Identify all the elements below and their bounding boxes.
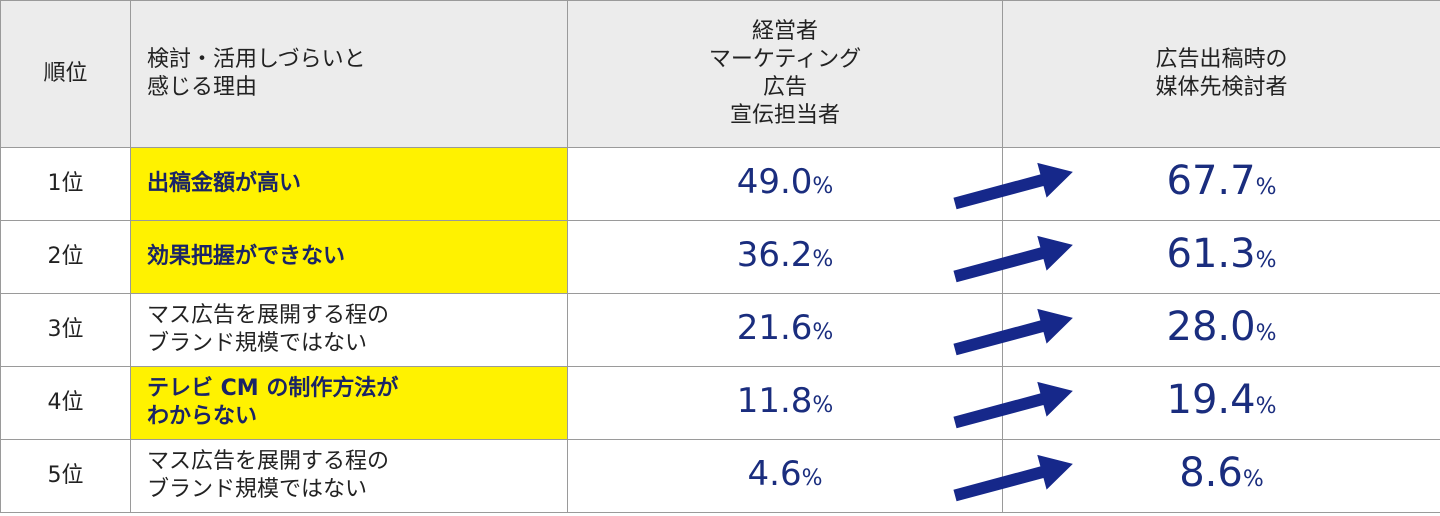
header-reason: 検討・活用しづらいと 感じる理由: [130, 0, 568, 148]
reason-cell: マス広告を展開する程の ブランド規模ではない: [130, 293, 568, 367]
percent-number: 49.0: [736, 161, 813, 202]
percent-number: 11.8: [736, 380, 813, 421]
percent-unit: %: [812, 173, 834, 199]
table-row: 5位 マス広告を展開する程の ブランド規模ではない 4.6% 8.6%: [0, 439, 1440, 513]
percent-number: 19.4: [1166, 376, 1256, 423]
percent-number: 28.0: [1166, 303, 1256, 350]
before-cell: 21.6%: [567, 293, 1003, 367]
rank-cell: 2位: [0, 220, 131, 294]
percent-unit: %: [812, 392, 834, 418]
before-cell: 4.6%: [567, 439, 1003, 513]
percent-unit: %: [812, 319, 834, 345]
percent-unit: %: [1255, 247, 1277, 273]
header-before: 経営者 マーケティング 広告 宣伝担当者: [567, 0, 1003, 148]
table-row: 4位 テレビ CM の制作方法が わからない 11.8% 19.4%: [0, 366, 1440, 440]
after-cell: 8.6%: [1002, 439, 1440, 513]
percent-number: 21.6: [736, 307, 813, 348]
percent-unit: %: [812, 246, 834, 272]
rank-cell: 3位: [0, 293, 131, 367]
percent-number: 4.6: [747, 453, 802, 494]
arrow: [953, 308, 1073, 356]
before-cell: 36.2%: [567, 220, 1003, 294]
percent-unit: %: [801, 465, 823, 491]
rank-cell: 4位: [0, 366, 131, 440]
arrow: [953, 454, 1073, 502]
arrow: [953, 381, 1073, 429]
reason-cell: テレビ CM の制作方法が わからない: [130, 366, 568, 440]
rank-cell: 5位: [0, 439, 131, 513]
percent-unit: %: [1242, 466, 1264, 492]
after-cell: 67.7%: [1002, 147, 1440, 221]
reason-cell: 出稿金額が高い: [130, 147, 568, 221]
after-cell: 19.4%: [1002, 366, 1440, 440]
percent-unit: %: [1255, 393, 1277, 419]
percent-number: 36.2: [736, 234, 813, 275]
percent-number: 61.3: [1166, 230, 1256, 277]
arrow: [953, 235, 1073, 283]
rank-cell: 1位: [0, 147, 131, 221]
percent-unit: %: [1255, 320, 1277, 346]
percent-number: 67.7: [1166, 157, 1256, 204]
header-rank: 順位: [0, 0, 131, 148]
after-cell: 28.0%: [1002, 293, 1440, 367]
percent-unit: %: [1255, 174, 1277, 200]
table-row: 3位 マス広告を展開する程の ブランド規模ではない 21.6% 28.0%: [0, 293, 1440, 367]
table-body: 1位 出稿金額が高い 49.0% 67.7% 2位 効果把握ができない 36.2% 61.3%…: [0, 147, 1440, 513]
reason-cell: マス広告を展開する程の ブランド規模ではない: [130, 439, 568, 513]
header-row: 順位 検討・活用しづらいと 感じる理由 経営者 マーケティング 広告 宣伝担当者…: [0, 0, 1440, 148]
arrow: [953, 162, 1073, 210]
percent-number: 8.6: [1179, 449, 1243, 496]
table-row: 1位 出稿金額が高い 49.0% 67.7%: [0, 147, 1440, 221]
